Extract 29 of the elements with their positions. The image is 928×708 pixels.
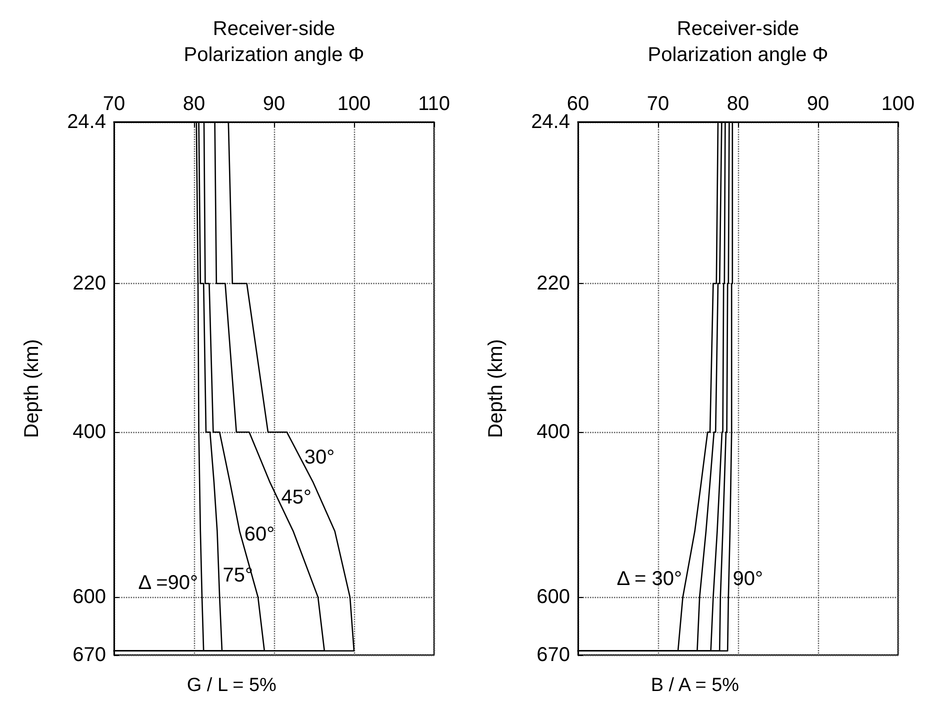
annotation: 30° <box>304 446 335 469</box>
x-tick-label: 100 <box>337 93 371 115</box>
x-tick-label: 100 <box>881 93 915 115</box>
annotation: 90° <box>732 568 764 590</box>
x-tick-label: 70 <box>646 93 670 115</box>
y-tick-label: 670 <box>536 644 570 666</box>
y-tick-label: 220 <box>72 272 106 294</box>
x-tick-label: 80 <box>726 93 750 115</box>
x-tick-label: 80 <box>182 93 206 115</box>
y-axis-title: Depth (km) <box>485 339 507 438</box>
x-tick-label: 90 <box>806 93 830 115</box>
y-tick-label: 600 <box>536 586 570 608</box>
y-tick-label: 220 <box>536 272 570 294</box>
y-tick-label: 400 <box>536 421 570 444</box>
text: G / L = 5% <box>186 675 277 696</box>
x-tick-label: 90 <box>262 93 286 115</box>
y-tick-label: 400 <box>72 421 106 444</box>
annotation: Δ = 30° <box>616 568 682 590</box>
annotation: 45° <box>281 486 312 508</box>
y-tick-label: 670 <box>72 644 106 666</box>
x-tick-label: 110 <box>418 93 450 115</box>
annotation: 60° <box>244 523 275 546</box>
y-tick-label: 600 <box>72 586 106 608</box>
x-axis-title: Receiver-side Polarization angle Φ <box>184 18 364 66</box>
x-axis-title: Receiver-side Polarization angle Φ <box>648 18 828 66</box>
annotation: 75° <box>222 564 254 587</box>
text: B / A = 5% <box>650 675 740 696</box>
y-axis-title: Depth (km) <box>21 339 43 438</box>
annotation: Δ =90° <box>138 572 198 594</box>
